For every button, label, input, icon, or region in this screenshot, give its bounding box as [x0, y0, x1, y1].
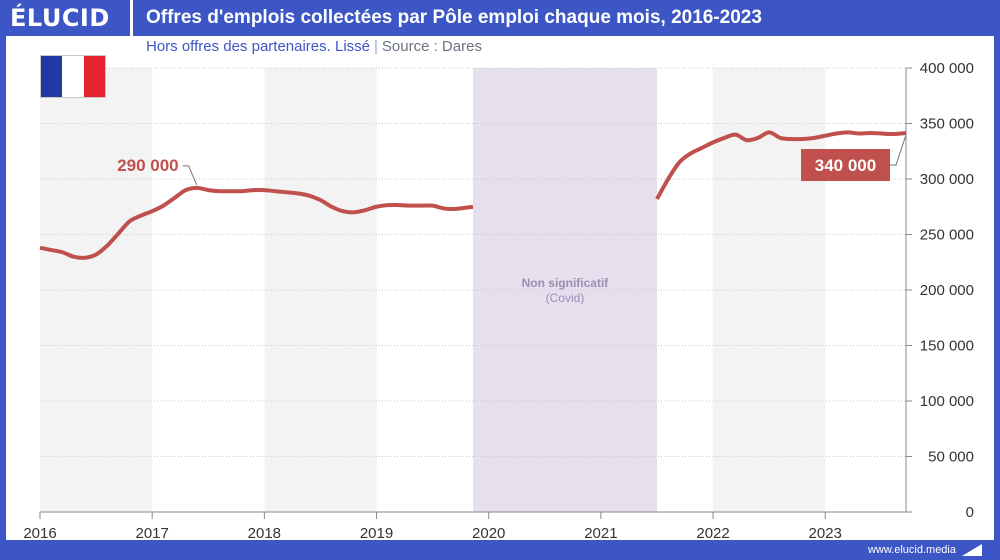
- y-tick-label: 250 000: [920, 227, 974, 244]
- y-tick-label: 200 000: [920, 282, 974, 299]
- y-tick-label: 400 000: [920, 60, 974, 77]
- flag-stripe-white: [62, 56, 84, 97]
- flag-stripe-red: [83, 56, 105, 97]
- footer-site-link[interactable]: www.elucid.media: [867, 544, 956, 556]
- annotation-label: 290 000: [117, 156, 178, 175]
- annotation-leader: [890, 134, 907, 166]
- x-tick-label: 2016: [23, 525, 56, 542]
- x-tick-label: 2019: [360, 525, 393, 542]
- x-tick-label: 2022: [696, 525, 729, 542]
- series-line: [39, 185, 474, 260]
- brand-logo[interactable]: ÉLUCID: [10, 4, 110, 32]
- subtitle-separator: |: [374, 38, 378, 55]
- y-tick-label: 100 000: [920, 393, 974, 410]
- covid-label: Non significatif: [522, 276, 610, 290]
- header-bar: ÉLUCID Offres d'emplois collectées par P…: [0, 0, 1000, 36]
- annotation-box: [801, 149, 890, 181]
- brand-mark-icon: [962, 544, 982, 556]
- covid-shaded-region: [473, 68, 657, 512]
- annotation-leader: [182, 165, 198, 186]
- x-tick-label: 2021: [584, 525, 617, 542]
- year-band: [264, 68, 377, 512]
- y-tick-label: 300 000: [920, 171, 974, 188]
- x-tick-label: 2017: [135, 525, 168, 542]
- x-tick-label: 2023: [809, 525, 842, 542]
- footer-bar: www.elucid.media: [0, 540, 1000, 560]
- y-tick-label: 50 000: [928, 449, 974, 466]
- subtitle: Hors offres des partenaires. Lissé | Sourc…: [146, 38, 482, 56]
- logo-divider: [130, 0, 133, 36]
- subtitle-text: Hors offres des partenaires. Lissé: [146, 38, 370, 55]
- y-tick-label: 350 000: [920, 116, 974, 133]
- year-band: [40, 68, 153, 512]
- series-line: [655, 130, 907, 200]
- chart-title: Offres d'emplois collectées par Pôle emp…: [146, 7, 762, 28]
- x-tick-label: 2020: [472, 525, 505, 542]
- y-tick-label: 150 000: [920, 338, 974, 355]
- y-tick-label: 0: [966, 504, 974, 521]
- annotation-label: 340 000: [815, 156, 876, 175]
- x-tick-label: 2018: [248, 525, 281, 542]
- source-text: Source : Dares: [381, 38, 482, 55]
- covid-sublabel: (Covid): [546, 291, 585, 305]
- flag-stripe-blue: [41, 56, 63, 97]
- france-flag-icon: [40, 55, 106, 98]
